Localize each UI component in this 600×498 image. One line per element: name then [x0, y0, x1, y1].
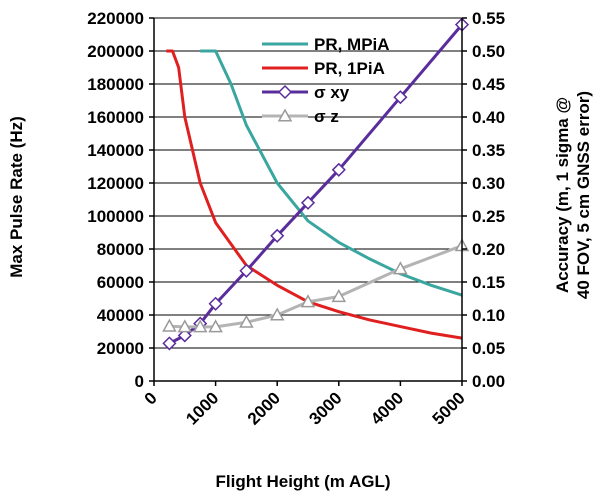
legend-item: PR, MPiA — [262, 35, 390, 54]
data-point — [239, 314, 254, 328]
data-point — [192, 319, 208, 333]
right-y-axis-title-line1: Accuracy (m, 1 sigma @ — [553, 97, 572, 293]
left-y-axis-title: Max Pulse Rate (Hz) — [7, 116, 26, 278]
x-tick-label: 2000 — [244, 388, 284, 428]
right-y-tick-label: 0.40 — [472, 108, 505, 127]
left-y-tick-label: 120000 — [87, 174, 144, 193]
data-point — [177, 319, 193, 333]
data-point — [208, 296, 223, 311]
legend-item: σ z — [262, 107, 339, 126]
data-point — [270, 228, 285, 243]
right-y-tick-label: 0.35 — [472, 141, 505, 160]
right-y-tick-label: 0.50 — [472, 42, 505, 61]
series-line — [200, 49, 463, 297]
legend-label: σ xy — [314, 83, 350, 102]
legend-item: PR, 1PiA — [262, 59, 385, 78]
legend-marker — [277, 108, 293, 122]
data-point — [331, 288, 347, 303]
data-point — [162, 318, 177, 332]
data-point — [300, 294, 316, 308]
series-line — [169, 244, 463, 329]
right-y-tick-label: 0.15 — [472, 273, 505, 292]
left-y-tick-label: 0 — [135, 372, 144, 391]
left-y-tick-label: 80000 — [97, 240, 144, 259]
left-y-tick-label: 40000 — [97, 306, 144, 325]
series-2 — [162, 17, 470, 351]
x-tick-label: 5000 — [429, 388, 469, 428]
legend-marker — [277, 84, 293, 100]
legend-label: PR, MPiA — [314, 35, 390, 54]
left-y-tick-label: 60000 — [97, 273, 144, 292]
x-tick-label: 4000 — [367, 388, 407, 428]
data-point — [177, 328, 192, 343]
x-tick-label: 1000 — [182, 388, 222, 428]
x-axis-title: Flight Height (m AGL) — [215, 472, 390, 491]
data-point — [393, 261, 408, 275]
legend-item: σ xy — [262, 83, 350, 102]
series-1 — [166, 49, 463, 340]
left-y-tick-label: 20000 — [97, 339, 144, 358]
data-point — [331, 162, 346, 177]
left-y-tick-label: 200000 — [87, 42, 144, 61]
right-y-tick-label: 0.25 — [472, 207, 505, 226]
series-line — [166, 49, 463, 340]
series-layer — [162, 17, 470, 351]
data-point — [208, 319, 223, 333]
series-0 — [200, 49, 463, 297]
left-y-tick-label: 220000 — [87, 9, 144, 28]
data-point — [393, 90, 408, 105]
x-tick-label: 3000 — [305, 388, 345, 428]
legend: PR, MPiA PR, 1PiA σ xy σ z — [262, 35, 390, 126]
data-point — [269, 307, 285, 321]
right-y-tick-label: 0.20 — [472, 240, 505, 259]
right-y-tick-label: 0.30 — [472, 174, 505, 193]
right-y-axis-title-line2: 40 FOV, 5 cm GNSS error) — [574, 91, 593, 299]
right-y-tick-label: 0.10 — [472, 306, 505, 325]
left-y-tick-label: 180000 — [87, 75, 144, 94]
left-y-tick-label: 100000 — [87, 207, 144, 226]
series-3 — [162, 238, 470, 333]
right-y-tick-label: 0.45 — [472, 75, 505, 94]
legend-label: σ z — [314, 107, 339, 126]
axes — [153, 18, 463, 382]
left-y-tick-label: 160000 — [87, 108, 144, 127]
x-tick-label: 0 — [141, 388, 161, 408]
data-point — [162, 336, 177, 351]
legend-label: PR, 1PiA — [314, 59, 385, 78]
tick-labels: 0200004000060000800001000001200001400001… — [87, 9, 505, 429]
data-point — [300, 195, 316, 210]
left-y-tick-label: 140000 — [87, 141, 144, 160]
right-y-tick-label: 0.55 — [472, 9, 505, 28]
right-y-tick-label: 0.00 — [472, 372, 505, 391]
right-y-tick-label: 0.05 — [472, 339, 505, 358]
data-point — [239, 263, 254, 278]
series-line — [168, 23, 464, 345]
